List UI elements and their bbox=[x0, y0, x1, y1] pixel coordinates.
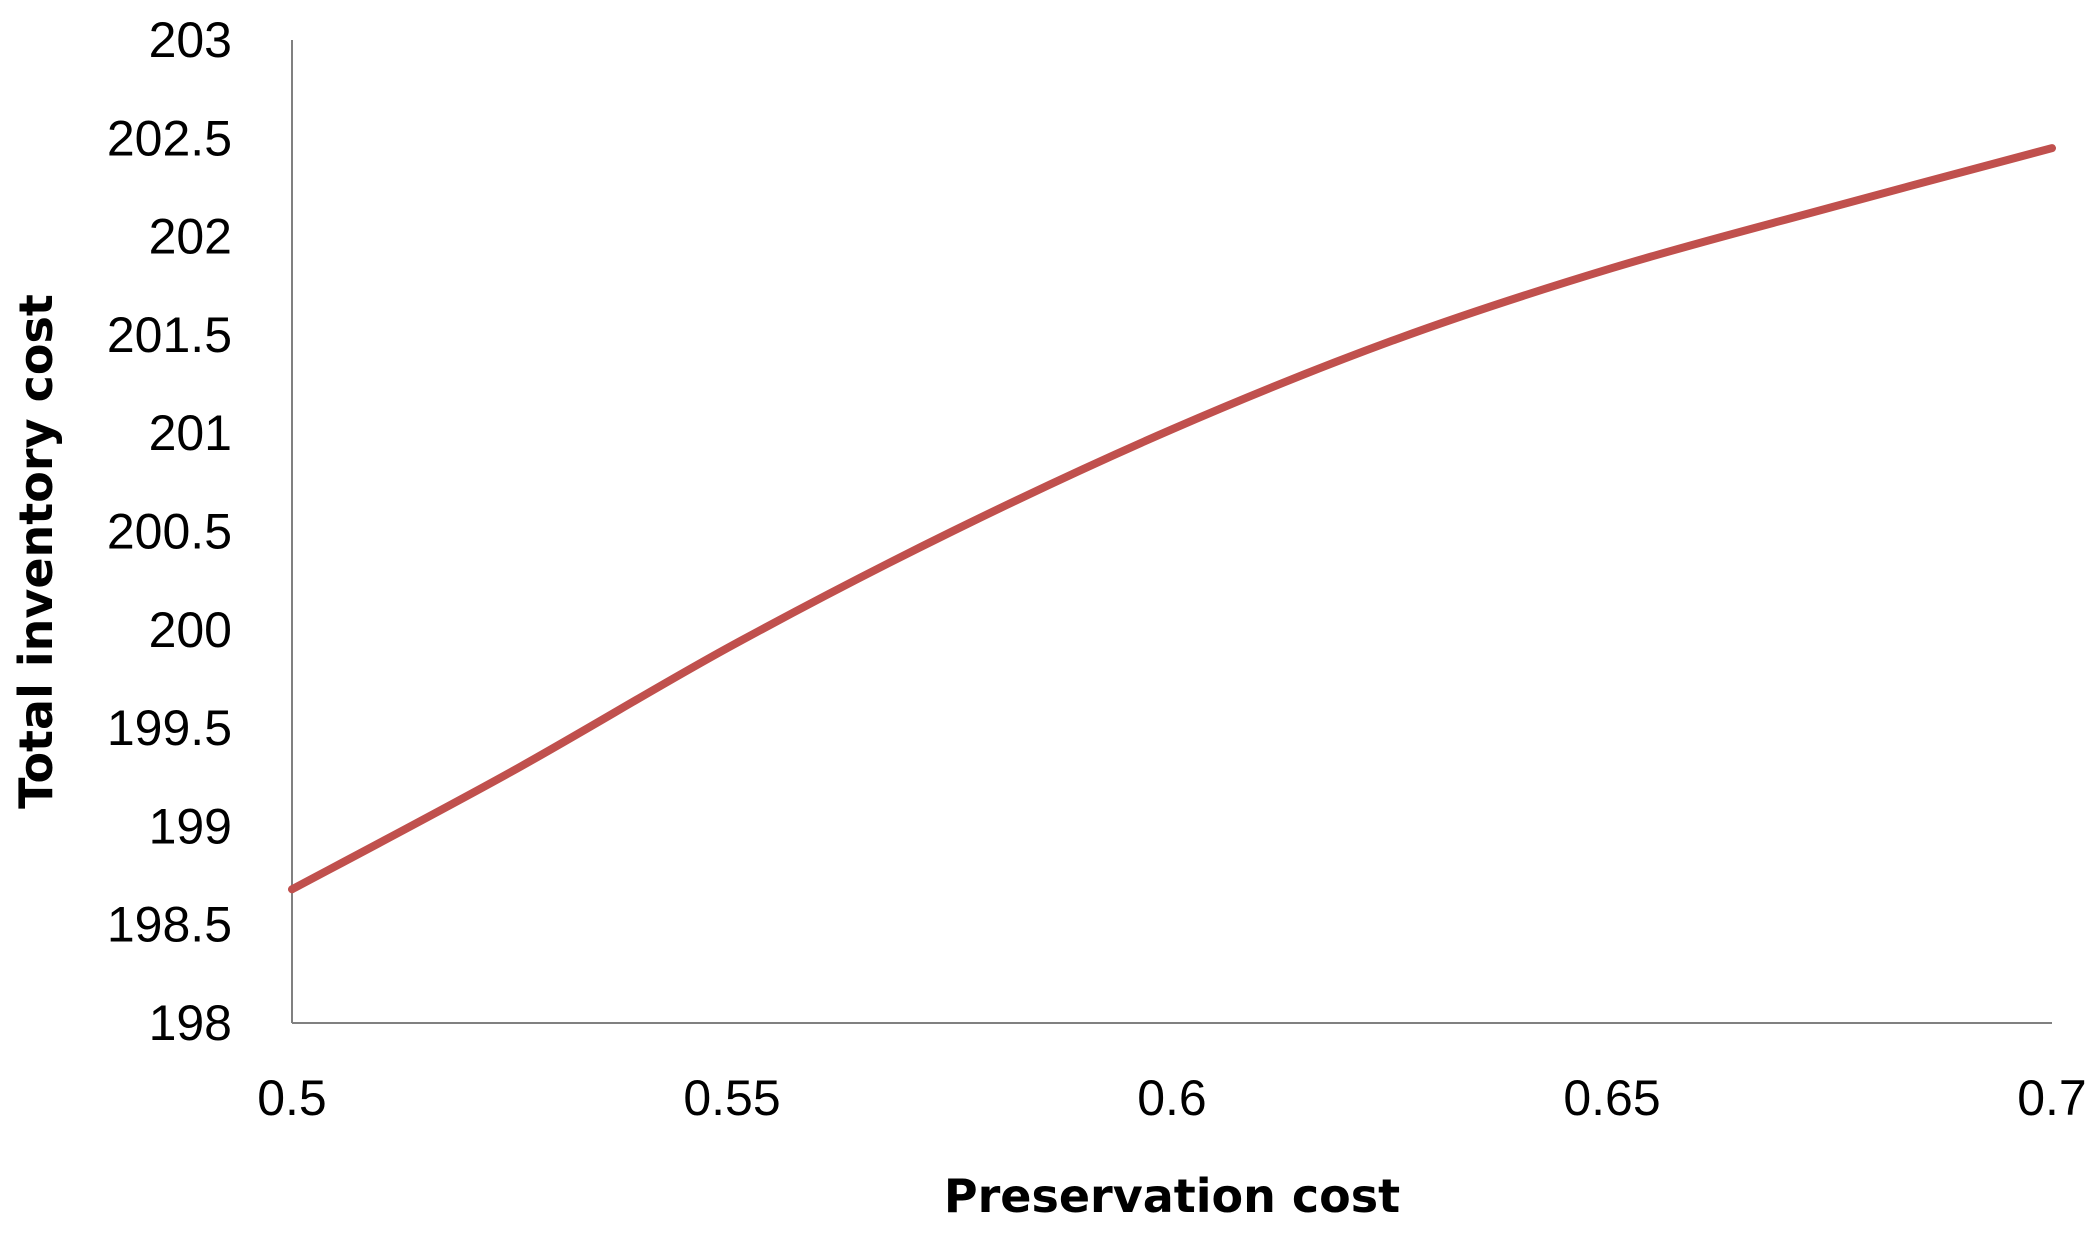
x-axis-title: Preservation cost bbox=[944, 1169, 1400, 1223]
series-layer bbox=[288, 144, 2056, 894]
axes bbox=[291, 40, 2052, 1024]
x-tick-label: 0.6 bbox=[1137, 1070, 1207, 1126]
y-tick-label: 201 bbox=[149, 405, 232, 461]
y-tick-label: 199 bbox=[149, 798, 232, 854]
y-tick-label: 200 bbox=[149, 602, 232, 658]
x-tick-label: 0.65 bbox=[1563, 1070, 1660, 1126]
y-tick-label: 200.5 bbox=[107, 504, 232, 560]
y-tick-labels: 198 198.5 199 199.5 200 200.5 201 201.5 202 202.5… bbox=[107, 12, 232, 1051]
x-tick-label: 0.7 bbox=[2017, 1070, 2087, 1126]
y-tick-label: 198 bbox=[149, 995, 232, 1051]
x-tick-labels: 0.5 0.55 0.6 0.65 0.7 bbox=[257, 1070, 2087, 1126]
x-tick-label: 0.5 bbox=[257, 1070, 327, 1126]
y-axis-title: Total inventory cost bbox=[9, 294, 63, 809]
y-tick-label: 199.5 bbox=[107, 700, 232, 756]
series-line bbox=[288, 144, 2056, 894]
y-tick-label: 202 bbox=[149, 209, 232, 265]
x-tick-label: 0.55 bbox=[683, 1070, 780, 1126]
y-tick-label: 202.5 bbox=[107, 110, 232, 166]
y-tick-label: 203 bbox=[149, 12, 232, 68]
y-tick-label: 201.5 bbox=[107, 307, 232, 363]
y-tick-label: 198.5 bbox=[107, 897, 232, 953]
